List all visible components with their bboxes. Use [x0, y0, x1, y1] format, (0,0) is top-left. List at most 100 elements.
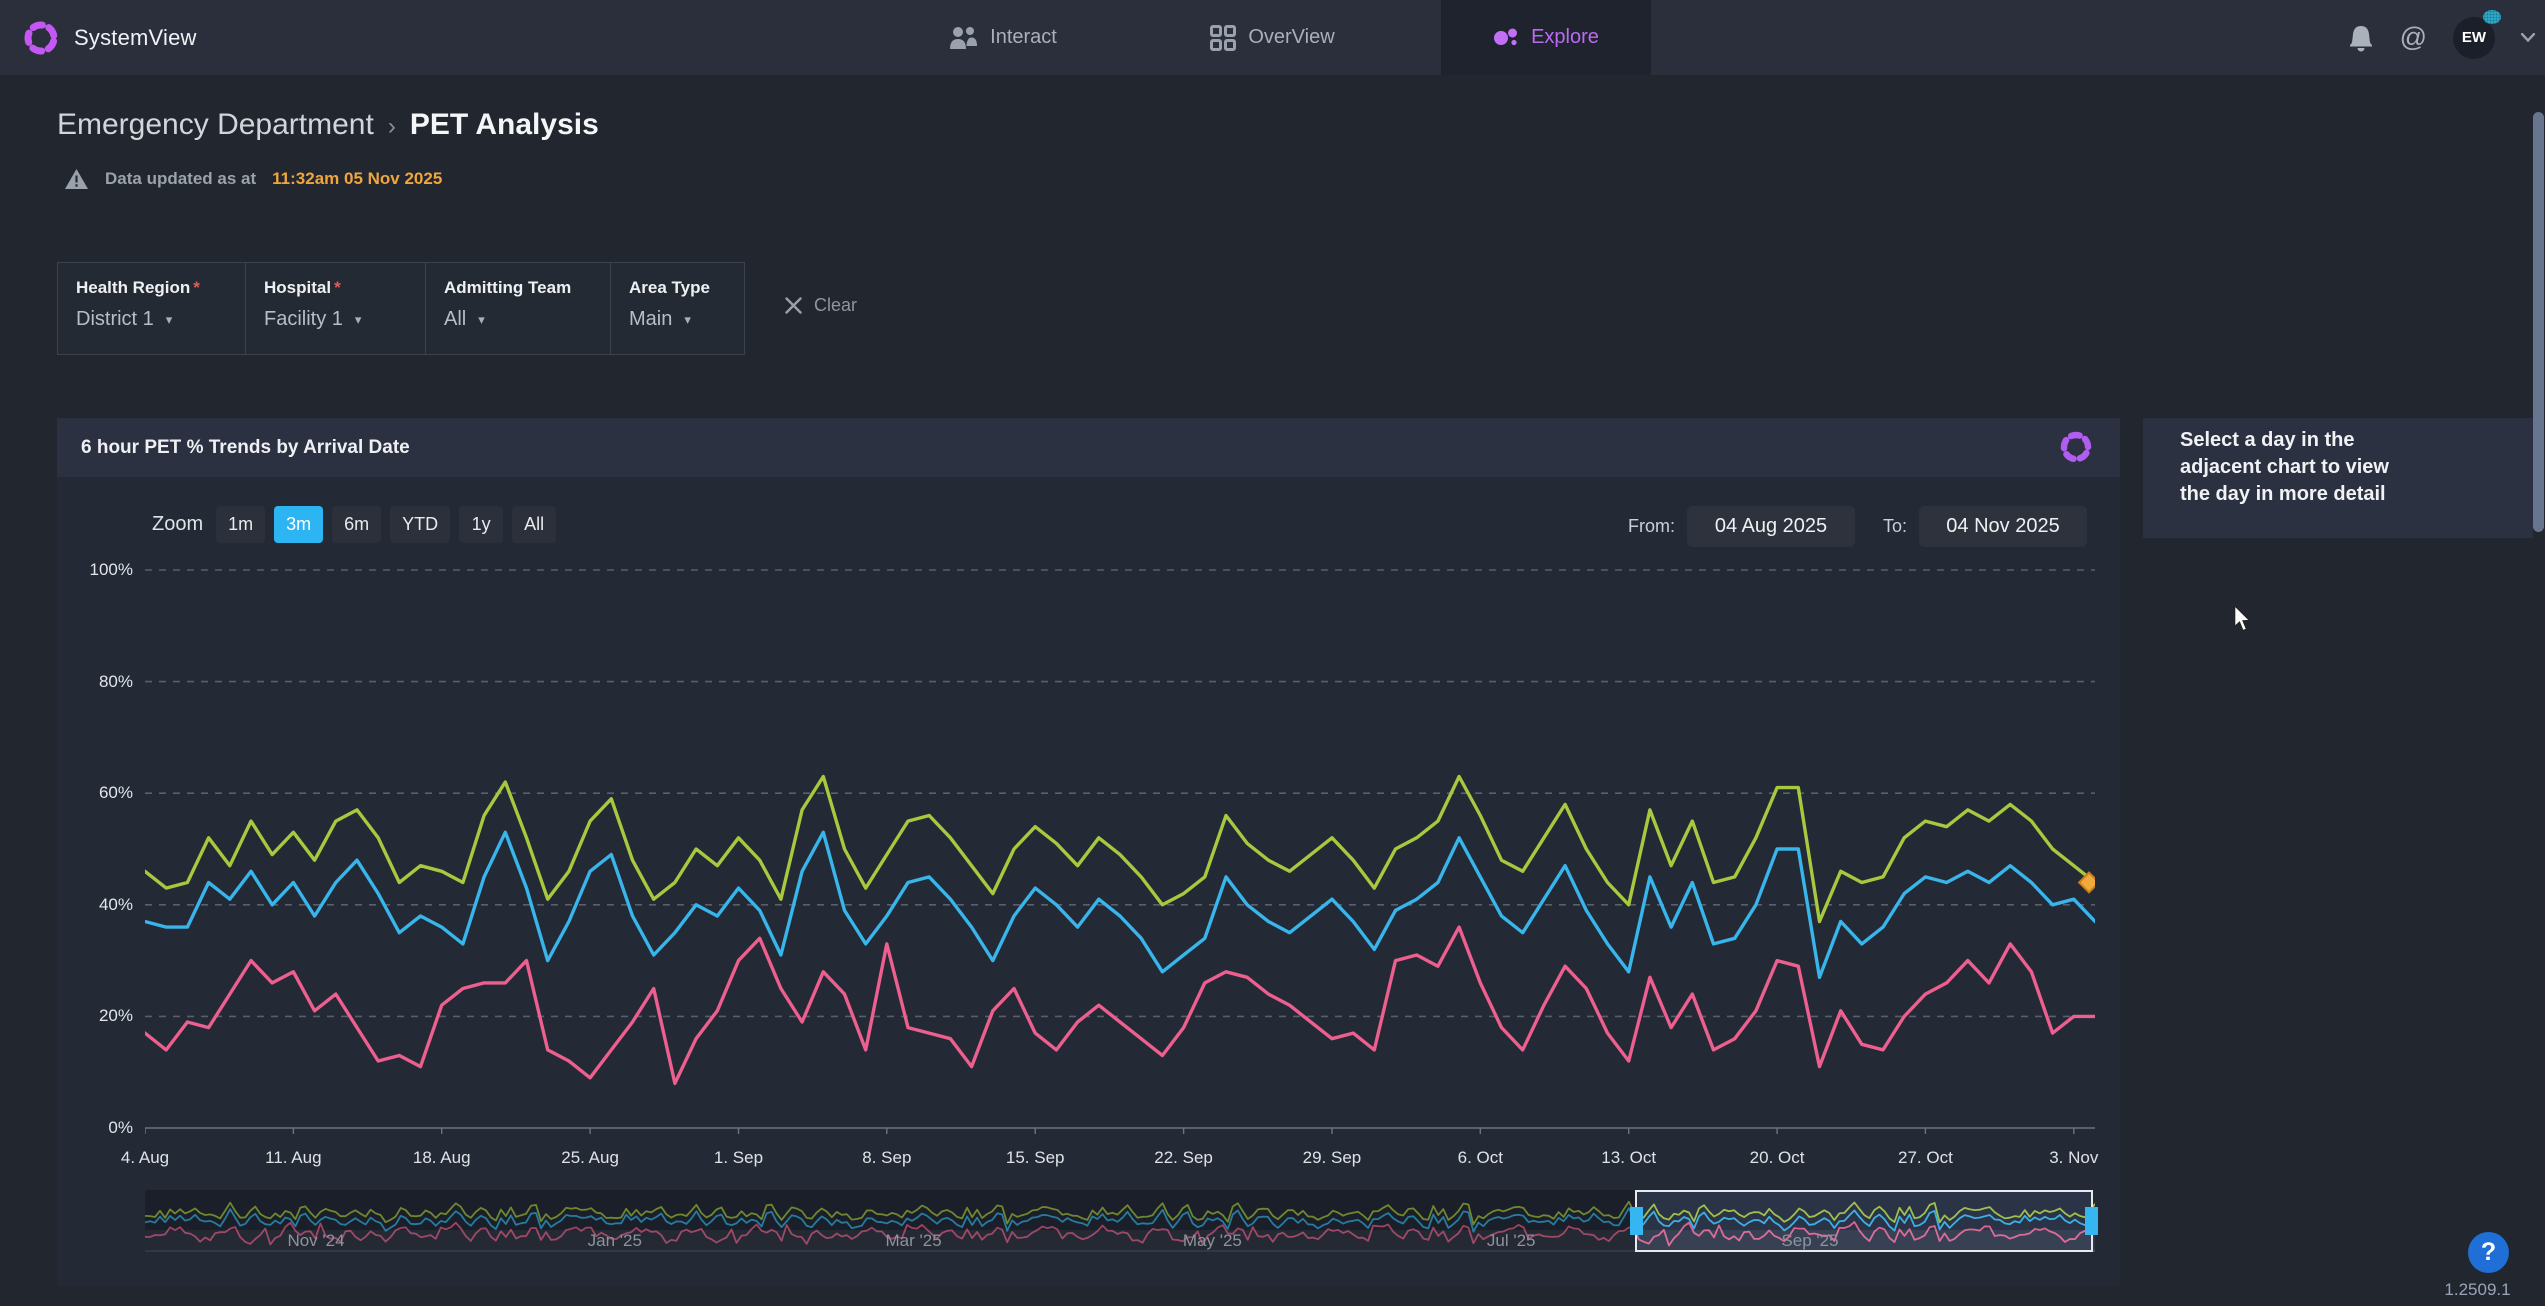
to-label: To: — [1883, 516, 1907, 537]
app-screen: SystemView Interact OverView — [0, 0, 2545, 1306]
data-updated-status: Data updated as at 11:32am 05 Nov 2025 — [64, 168, 442, 190]
green-series-line — [145, 777, 2095, 922]
loading-spinner-icon — [2058, 429, 2094, 465]
filter-value[interactable]: District 1▾ — [76, 308, 245, 331]
navigator-right-handle[interactable] — [2085, 1207, 2098, 1235]
x-axis-label: 27. Oct — [1875, 1148, 1975, 1168]
pink-series-line — [145, 927, 2095, 1083]
chevron-down-icon: ▾ — [166, 312, 173, 328]
filter-hospital[interactable]: Hospital* Facility 1▾ — [246, 263, 426, 354]
zoom-option-all[interactable]: All — [512, 506, 556, 543]
filter-value[interactable]: Facility 1▾ — [264, 308, 425, 331]
chevron-down-icon: ▾ — [478, 312, 485, 328]
warning-triangle-icon — [64, 168, 89, 190]
x-axis-label: 18. Aug — [392, 1148, 492, 1168]
breadcrumb-section[interactable]: Emergency Department — [57, 108, 374, 142]
page-scrollbar-thumb[interactable] — [2533, 112, 2544, 532]
zoom-option-1y[interactable]: 1y — [459, 506, 503, 543]
breadcrumb: Emergency Department › PET Analysis — [57, 108, 599, 142]
trend-chart-svg[interactable] — [145, 565, 2095, 1139]
zoom-option-6m[interactable]: 6m — [332, 506, 381, 543]
user-avatar[interactable]: EW — [2453, 17, 2495, 59]
help-question-mark: ? — [2481, 1238, 2496, 1267]
x-axis-label: 25. Aug — [540, 1148, 640, 1168]
navigator-axis-label: Jan '25 — [570, 1231, 660, 1251]
from-label: From: — [1628, 516, 1675, 537]
y-axis-label: 40% — [67, 895, 133, 915]
grid-icon — [1210, 25, 1236, 51]
presence-badge — [2483, 10, 2501, 24]
chart-panel-header: 6 hour PET % Trends by Arrival Date — [57, 418, 2120, 477]
notifications-bell-icon[interactable] — [2348, 24, 2374, 52]
trend-plot-area: 100%80%60%40%20%0% — [145, 565, 2095, 1133]
from-date-input[interactable]: 04 Aug 2025 — [1687, 506, 1855, 547]
required-asterisk: * — [334, 278, 341, 297]
x-axis-label: 11. Aug — [243, 1148, 343, 1168]
app-logo[interactable]: SystemView — [22, 0, 197, 75]
x-axis-label: 20. Oct — [1727, 1148, 1827, 1168]
x-axis-label: 15. Sep — [985, 1148, 1085, 1168]
to-date-input[interactable]: 04 Nov 2025 — [1919, 506, 2087, 547]
status-prefix: Data updated as at — [105, 169, 256, 189]
close-icon — [785, 297, 802, 314]
navigator-axis-label: Jul '25 — [1466, 1231, 1556, 1251]
filter-area-type[interactable]: Area Type Main▾ — [611, 263, 744, 354]
trend-chart-panel: 6 hour PET % Trends by Arrival Date Zoom… — [57, 418, 2120, 1286]
chevron-down-icon: ▾ — [684, 312, 691, 328]
zoom-option-ytd[interactable]: YTD — [390, 506, 450, 543]
user-initials: EW — [2462, 29, 2486, 46]
x-axis-label: 1. Sep — [688, 1148, 788, 1168]
y-axis-label: 60% — [67, 783, 133, 803]
detail-hint-panel: Select a day in the adjacent chart to vi… — [2143, 418, 2533, 538]
filter-bar: Health Region* District 1▾Hospital* Faci… — [57, 262, 745, 355]
x-axis-label: 13. Oct — [1579, 1148, 1679, 1168]
tab-interact[interactable]: Interact — [920, 0, 1085, 75]
chart-title: 6 hour PET % Trends by Arrival Date — [81, 418, 410, 477]
navigator-axis-label: May '25 — [1167, 1231, 1257, 1251]
zoom-option-1m[interactable]: 1m — [216, 506, 265, 543]
navigator-axis-label: Mar '25 — [869, 1231, 959, 1251]
systemview-logo-icon — [22, 19, 60, 57]
x-axis-label: 8. Sep — [837, 1148, 937, 1168]
app-version: 1.2509.1 — [2420, 1280, 2535, 1300]
people-icon — [948, 26, 978, 50]
series-end-marker — [2079, 873, 2095, 893]
zoom-range-buttons: Zoom 1m3m6mYTD1yAll — [152, 506, 556, 543]
x-axis-labels: 4. Aug11. Aug18. Aug25. Aug1. Sep8. Sep1… — [145, 1148, 2095, 1172]
tab-overview[interactable]: OverView — [1180, 0, 1365, 75]
x-axis-label: 3. Nov — [2024, 1148, 2124, 1168]
date-range-controls: From: 04 Aug 2025 To: 04 Nov 2025 — [1628, 506, 2087, 547]
y-axis-label: 0% — [67, 1118, 133, 1138]
clear-filters-label: Clear — [814, 295, 857, 316]
zoom-label: Zoom — [152, 513, 203, 536]
tab-interact-label: Interact — [990, 26, 1057, 49]
navbar-actions: @ EW — [2348, 0, 2535, 75]
chevron-down-icon[interactable] — [2521, 33, 2535, 42]
help-button[interactable]: ? — [2468, 1232, 2509, 1273]
filter-label: Area Type — [629, 278, 744, 298]
breadcrumb-separator: › — [388, 113, 396, 141]
mentions-at-icon[interactable]: @ — [2400, 22, 2427, 53]
zoom-option-3m[interactable]: 3m — [274, 506, 323, 543]
y-axis-label: 20% — [67, 1006, 133, 1026]
filter-value[interactable]: All▾ — [444, 308, 610, 331]
filter-health-region[interactable]: Health Region* District 1▾ — [58, 263, 246, 354]
top-navbar: SystemView Interact OverView — [0, 0, 2545, 75]
tab-explore-label: Explore — [1531, 26, 1599, 49]
x-axis-label: 4. Aug — [95, 1148, 195, 1168]
navigator-selected-range[interactable] — [1635, 1190, 2093, 1252]
tab-explore[interactable]: Explore — [1441, 0, 1651, 75]
dots-cluster-icon — [1493, 27, 1519, 49]
app-name: SystemView — [74, 25, 197, 51]
filter-value[interactable]: Main▾ — [629, 308, 744, 331]
navigator-left-handle[interactable] — [1630, 1207, 1643, 1235]
x-axis-label: 29. Sep — [1282, 1148, 1382, 1168]
detail-hint-message: Select a day in the adjacent chart to vi… — [2180, 427, 2398, 508]
filter-label: Health Region* — [76, 278, 245, 298]
chart-navigator[interactable]: Nov '24Jan '25Mar '25May '25Jul '25Sep '… — [145, 1190, 2095, 1252]
status-timestamp: 11:32am 05 Nov 2025 — [272, 169, 442, 189]
navigator-axis-label: Sep '25 — [1765, 1231, 1855, 1251]
clear-filters-button[interactable]: Clear — [785, 295, 857, 316]
mouse-cursor — [2232, 606, 2252, 632]
filter-admitting-team[interactable]: Admitting Team All▾ — [426, 263, 611, 354]
